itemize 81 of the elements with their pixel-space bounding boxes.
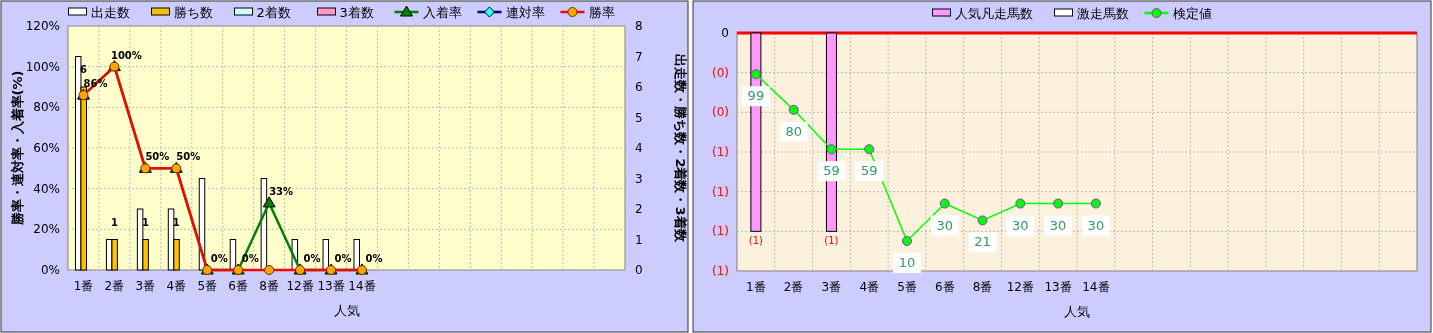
y2-tick-label: 2 bbox=[635, 202, 643, 216]
data-label: 0% bbox=[303, 253, 321, 264]
y-tick-label: 0 bbox=[721, 26, 729, 40]
x-tick-label: 8番 bbox=[972, 280, 993, 294]
y2-tick-label: 4 bbox=[635, 141, 643, 155]
y2-tick-label: 1 bbox=[635, 232, 643, 247]
data-label: (1) bbox=[748, 235, 764, 247]
x-tick-label: 6番 bbox=[934, 280, 955, 294]
y-tick-label: (0) bbox=[712, 105, 729, 120]
data-label: 99 bbox=[747, 88, 765, 104]
data-label: 33% bbox=[269, 185, 294, 197]
data-label: 10 bbox=[898, 255, 916, 271]
x-tick-label: 14番 bbox=[348, 279, 376, 293]
y2-tick-label: 3 bbox=[635, 171, 643, 186]
y-tick-label: (1) bbox=[712, 145, 729, 159]
y-tick-label: 100% bbox=[25, 59, 60, 74]
legend-label: 勝ち数 bbox=[173, 5, 213, 20]
data-label: 80 bbox=[785, 123, 802, 139]
legend-label: 入着率 bbox=[422, 5, 462, 20]
y2-tick-label: 7 bbox=[635, 49, 643, 64]
x-tick-label: 5番 bbox=[897, 280, 917, 294]
data-label: 0% bbox=[365, 253, 383, 264]
x-tick-label: 8番 bbox=[259, 279, 279, 293]
y2-tick-label: 8 bbox=[635, 19, 643, 33]
y-axis-title: 勝率・連対率・入着率(%) bbox=[10, 70, 25, 227]
x-tick-label: 12番 bbox=[286, 279, 314, 293]
legend-label: 2着数 bbox=[256, 5, 291, 20]
x-tick-label: 4番 bbox=[859, 280, 880, 294]
y-tick-label: (1) bbox=[712, 264, 729, 278]
x-tick-label: 14番 bbox=[1082, 280, 1110, 294]
x-tick-label: 6番 bbox=[228, 279, 249, 293]
data-label: 1 bbox=[141, 216, 149, 228]
legend-label: 検定値 bbox=[1172, 6, 1212, 21]
data-label: 30 bbox=[1087, 217, 1105, 233]
x-tick-label: 13番 bbox=[317, 279, 345, 293]
y-tick-label: (1) bbox=[712, 184, 729, 199]
legend-label: 連対率 bbox=[505, 5, 545, 20]
x-axis-title: 人気 bbox=[1064, 304, 1090, 319]
x-tick-label: 3番 bbox=[821, 280, 842, 294]
y-tick-label: 80% bbox=[33, 100, 60, 115]
data-label: 0% bbox=[210, 253, 228, 264]
y2-tick-label: 0 bbox=[635, 263, 643, 277]
x-tick-label: 13番 bbox=[1044, 280, 1072, 294]
legend-label: 3着数 bbox=[339, 5, 374, 20]
x-axis-title: 人気 bbox=[333, 303, 360, 318]
data-label: 50% bbox=[176, 151, 201, 163]
data-label: 59 bbox=[860, 163, 878, 179]
x-tick-label: 2番 bbox=[104, 279, 125, 293]
data-label: 30 bbox=[1012, 217, 1029, 233]
y2-tick-label: 5 bbox=[635, 110, 643, 125]
y-tick-label: 20% bbox=[33, 222, 60, 237]
x-tick-label: 1番 bbox=[746, 280, 766, 294]
legend-label: 勝率 bbox=[588, 5, 615, 20]
data-label: 21 bbox=[974, 234, 991, 250]
x-tick-label: 2番 bbox=[783, 280, 804, 294]
x-tick-label: 3番 bbox=[135, 279, 156, 293]
y2-tick-label: 6 bbox=[635, 80, 643, 94]
y-tick-label: 0% bbox=[40, 263, 60, 277]
x-tick-label: 5番 bbox=[197, 279, 218, 293]
data-label: 30 bbox=[1049, 217, 1067, 233]
x-tick-label: 4番 bbox=[166, 279, 187, 293]
y2-axis-title: 出走数・勝ち数・2着数・3着数 bbox=[673, 54, 688, 243]
data-label: 100% bbox=[110, 49, 142, 61]
data-label: 59 bbox=[823, 163, 840, 179]
data-label: 0% bbox=[334, 253, 352, 264]
data-label: 1 bbox=[110, 216, 118, 228]
x-tick-label: 12番 bbox=[1006, 280, 1034, 294]
data-label: 50% bbox=[145, 151, 170, 163]
legend-label: 出走数 bbox=[90, 5, 130, 20]
y-tick-label: 40% bbox=[33, 181, 60, 196]
y-tick-label: 120% bbox=[25, 19, 60, 33]
data-label: 1 bbox=[172, 216, 180, 228]
legend-label: 人気凡走馬数 bbox=[954, 6, 1033, 21]
data-label: 30 bbox=[936, 217, 954, 233]
y-tick-label: 60% bbox=[33, 141, 60, 155]
legend-label: 激走馬数 bbox=[1076, 6, 1129, 21]
data-label: (1) bbox=[824, 235, 839, 247]
x-tick-label: 1番 bbox=[73, 279, 94, 293]
y-tick-label: (0) bbox=[712, 65, 729, 80]
y-tick-label: (1) bbox=[712, 224, 729, 239]
data-label: 6 bbox=[79, 64, 87, 75]
